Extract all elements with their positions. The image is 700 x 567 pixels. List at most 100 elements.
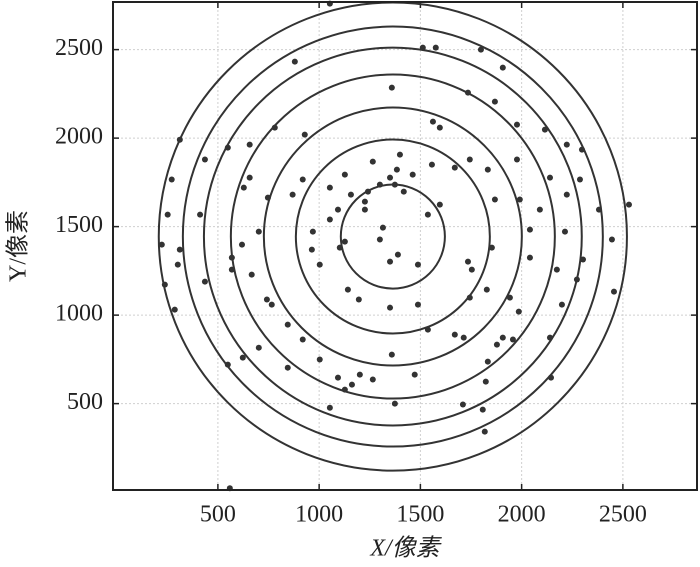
y-axis-title: Y/像素 (5, 210, 32, 282)
x-axis-title: X/像素 (369, 535, 442, 562)
point (263, 296, 270, 303)
point (460, 334, 467, 341)
point (289, 191, 296, 198)
point (326, 216, 333, 223)
point (291, 58, 298, 65)
point (563, 191, 570, 198)
ring (262, 106, 523, 367)
point (341, 171, 348, 178)
point (355, 296, 362, 303)
point (238, 241, 245, 248)
point (356, 371, 363, 378)
point (341, 386, 348, 393)
point (579, 256, 586, 263)
point (176, 136, 183, 143)
point (414, 261, 421, 268)
point (424, 326, 431, 333)
point (326, 184, 333, 191)
point (158, 241, 165, 248)
point (387, 304, 394, 311)
point (361, 206, 368, 213)
point (608, 236, 615, 243)
point (228, 266, 235, 273)
point (394, 251, 401, 258)
point (361, 198, 368, 205)
point (466, 294, 473, 301)
point (264, 194, 271, 201)
point (171, 306, 178, 313)
point (396, 151, 403, 158)
point (400, 188, 407, 195)
y-tick-label: 1500 (55, 212, 103, 238)
point (484, 358, 491, 365)
point (493, 341, 500, 348)
point (240, 184, 247, 191)
point (388, 351, 395, 358)
x-tick-label: 2500 (599, 502, 647, 528)
point (424, 211, 431, 218)
point (246, 141, 253, 148)
point (228, 254, 235, 261)
point (595, 206, 602, 213)
point (429, 118, 436, 125)
x-tick-label: 500 (200, 502, 236, 528)
point (299, 176, 306, 183)
point (432, 44, 439, 51)
point (516, 196, 523, 203)
ring (294, 138, 491, 335)
point (513, 121, 520, 128)
point (369, 376, 376, 383)
point (387, 258, 394, 265)
point (414, 301, 421, 308)
point (483, 286, 490, 293)
point (464, 258, 471, 265)
y-tick-label: 500 (67, 389, 103, 415)
point (391, 181, 398, 188)
point (488, 244, 495, 251)
point (451, 164, 458, 171)
point (506, 294, 513, 301)
point (625, 201, 632, 208)
point (326, 404, 333, 411)
point (334, 374, 341, 381)
point (393, 166, 400, 173)
point (376, 181, 383, 188)
point (499, 334, 506, 341)
point (576, 176, 583, 183)
point (451, 331, 458, 338)
y-tick-label: 2000 (55, 124, 103, 150)
point (174, 261, 181, 268)
point (578, 146, 585, 153)
point (387, 174, 394, 181)
point (548, 374, 554, 381)
point (268, 301, 275, 308)
point (546, 334, 553, 341)
ring (157, 1, 628, 472)
y-tick-label: 2500 (55, 35, 103, 61)
point (201, 156, 208, 163)
point (341, 238, 348, 245)
point (436, 201, 443, 208)
ring (339, 183, 446, 290)
point (284, 364, 291, 371)
point (271, 124, 278, 131)
point (563, 141, 570, 148)
point (197, 211, 204, 218)
point (558, 301, 565, 308)
point (526, 254, 533, 261)
point (347, 191, 354, 198)
point (466, 156, 473, 163)
y-tick-label: 1000 (55, 301, 103, 327)
point (553, 266, 560, 273)
point (509, 336, 516, 343)
point (336, 244, 343, 251)
point (436, 124, 443, 131)
x-tick-label: 2000 (498, 502, 546, 528)
point (546, 174, 553, 181)
point (308, 246, 315, 253)
ring (229, 73, 556, 400)
point (246, 174, 253, 181)
point (348, 381, 355, 388)
point (561, 228, 568, 235)
